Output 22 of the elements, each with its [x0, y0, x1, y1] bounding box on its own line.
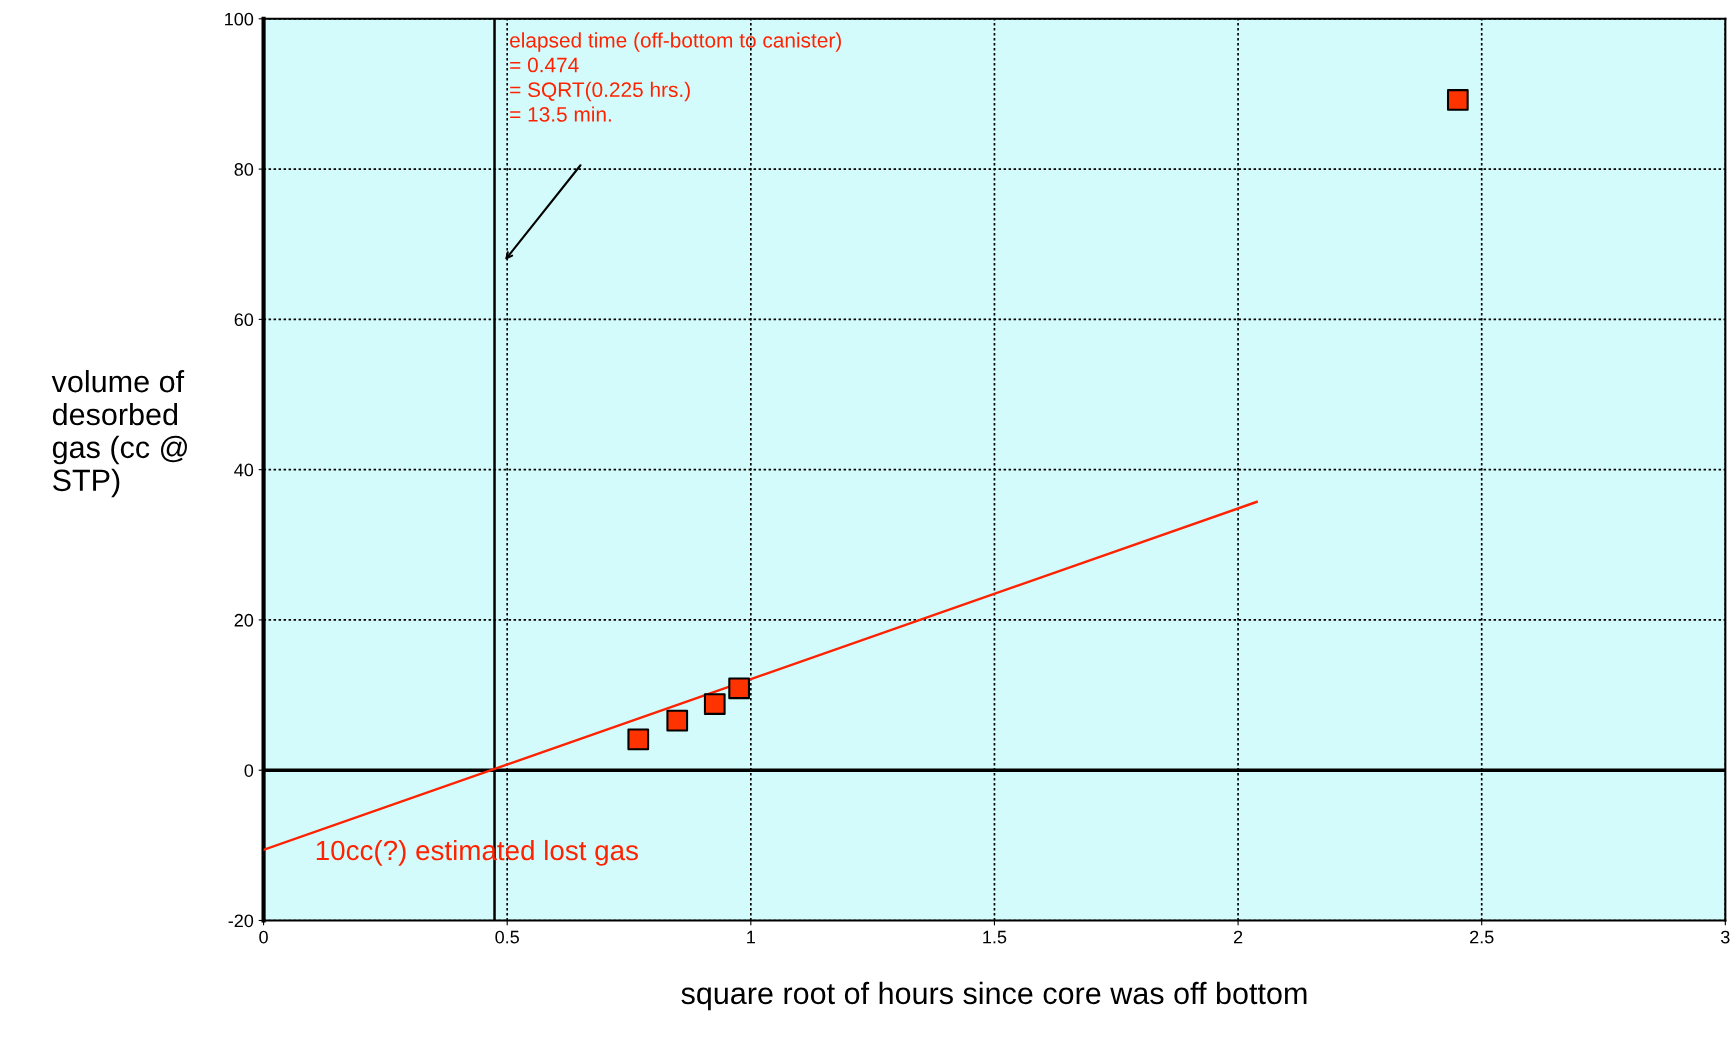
point [666, 709, 689, 732]
y-tick-label: 80 [234, 163, 254, 176]
y-tick-label: 0 [244, 764, 254, 777]
x-tick-label: 2.5 [1470, 930, 1494, 944]
y-tick-label: 100 [225, 12, 254, 26]
point [728, 677, 750, 700]
point [703, 693, 726, 715]
y-tick-label: 40 [234, 463, 254, 477]
point [627, 728, 650, 751]
y-tick-label: -20 [228, 914, 254, 928]
x-tick-label: 1.5 [983, 930, 1007, 944]
y-tick-label: 20 [234, 613, 254, 627]
x-axis-title: square root of hours since core was off bottom [681, 981, 1307, 1011]
x-tick-label: 2 [1233, 930, 1243, 944]
point [1446, 89, 1469, 111]
x-tick-label: 1 [747, 930, 755, 944]
x-tick-label: 0.5 [495, 930, 519, 944]
y-axis-title: volume of desorbed gas (cc @ STP) [51, 369, 187, 498]
x-tick-label: 0 [259, 930, 268, 944]
x-tick-label: 3 [1721, 930, 1730, 944]
y-tick-label: 60 [234, 313, 254, 327]
annotation: elapsed time (off-bottom to canister) = 0.474 = SQRT(0.225 hrs.) = 13.5 min. [510, 32, 841, 122]
